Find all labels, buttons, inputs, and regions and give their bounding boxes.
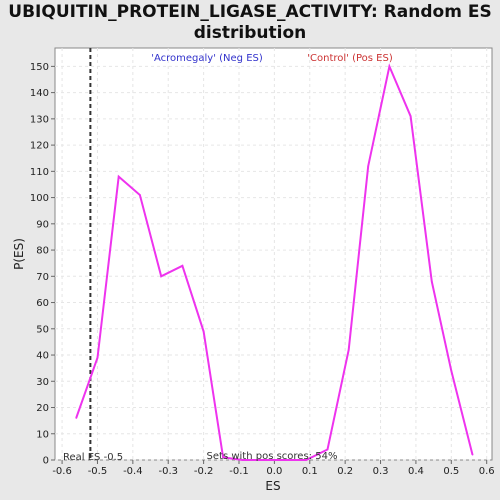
y-tick-label: 50 — [36, 324, 49, 335]
data-point — [222, 456, 224, 459]
y-tick-label: 70 — [36, 272, 49, 283]
data-point — [202, 330, 205, 333]
y-tick-label: 90 — [36, 219, 49, 230]
data-point — [431, 280, 433, 283]
y-axis-ticks: 0 10 20 30 40 50 60 70 80 90 100 110 120 130 140 150 — [30, 62, 55, 467]
data-point — [367, 165, 369, 167]
series-points — [75, 65, 474, 461]
data-point — [388, 65, 391, 68]
grid — [55, 48, 492, 461]
data-point — [117, 175, 120, 178]
y-tick-label: 80 — [36, 246, 49, 257]
y-tick-label: 40 — [36, 351, 49, 362]
x-axis-label: ES — [265, 479, 280, 493]
x-tick-label: 0.6 — [479, 466, 495, 477]
y-tick-label: 150 — [30, 62, 49, 73]
data-point — [326, 448, 329, 451]
y-tick-label: 130 — [30, 114, 49, 125]
y-tick-label: 60 — [36, 298, 49, 309]
x-axis-ticks: -0.6 -0.5 -0.4 -0.3 -0.2 -0.1 0.0 0.1 0.2 0.3 0.4 0… — [52, 460, 495, 477]
y-tick-label: 20 — [36, 403, 49, 414]
data-point — [181, 265, 184, 267]
data-point — [139, 194, 141, 196]
y-tick-label: 100 — [30, 193, 49, 204]
y-tick-label: 30 — [36, 377, 49, 388]
x-tick-label: -0.1 — [229, 466, 249, 477]
x-tick-label: -0.3 — [158, 466, 178, 477]
x-tick-label: 0.0 — [266, 466, 282, 477]
data-point — [241, 459, 244, 461]
data-point — [160, 275, 162, 278]
x-tick-label: 0.2 — [337, 466, 353, 477]
x-tick-label: -0.5 — [88, 466, 108, 477]
data-point — [347, 348, 350, 351]
x-tick-label: 0.1 — [302, 466, 318, 477]
x-tick-label: -0.6 — [52, 466, 72, 477]
data-point — [471, 453, 474, 456]
x-tick-label: -0.4 — [123, 466, 143, 477]
x-tick-label: 0.4 — [408, 466, 424, 477]
data-point — [262, 459, 265, 461]
neg-es-label: 'Acromegaly' (Neg ES) — [151, 53, 263, 64]
plot-area — [54, 47, 493, 461]
data-point — [284, 459, 286, 461]
y-tick-label: 140 — [30, 88, 49, 99]
y-tick-label: 110 — [30, 167, 49, 178]
real-es-annotation: Real ES -0.5 — [63, 452, 123, 463]
data-point — [409, 115, 412, 118]
chart-title-line-1: UBIQUITIN_PROTEIN_LIGASE_ACTIVITY: Rando… — [8, 2, 492, 22]
chart-title: UBIQUITIN_PROTEIN_LIGASE_ACTIVITY: Rando… — [0, 2, 500, 44]
data-point — [96, 356, 99, 359]
x-tick-label: -0.2 — [194, 466, 214, 477]
y-tick-label: 10 — [36, 429, 49, 440]
chart-title-line-2: distribution — [193, 23, 307, 43]
series-line — [75, 63, 474, 461]
data-point — [75, 417, 78, 419]
data-point — [305, 459, 308, 461]
pos-scores-annotation: Sets with pos scores: 54% — [207, 451, 338, 462]
y-tick-label: 120 — [30, 141, 49, 152]
x-tick-label: 0.3 — [373, 466, 389, 477]
y-tick-label: 0 — [43, 456, 49, 467]
pos-es-label: 'Control' (Pos ES) — [307, 53, 393, 64]
data-point — [450, 369, 453, 372]
y-axis-label: P(ES) — [12, 238, 26, 270]
x-tick-label: 0.5 — [443, 466, 459, 477]
